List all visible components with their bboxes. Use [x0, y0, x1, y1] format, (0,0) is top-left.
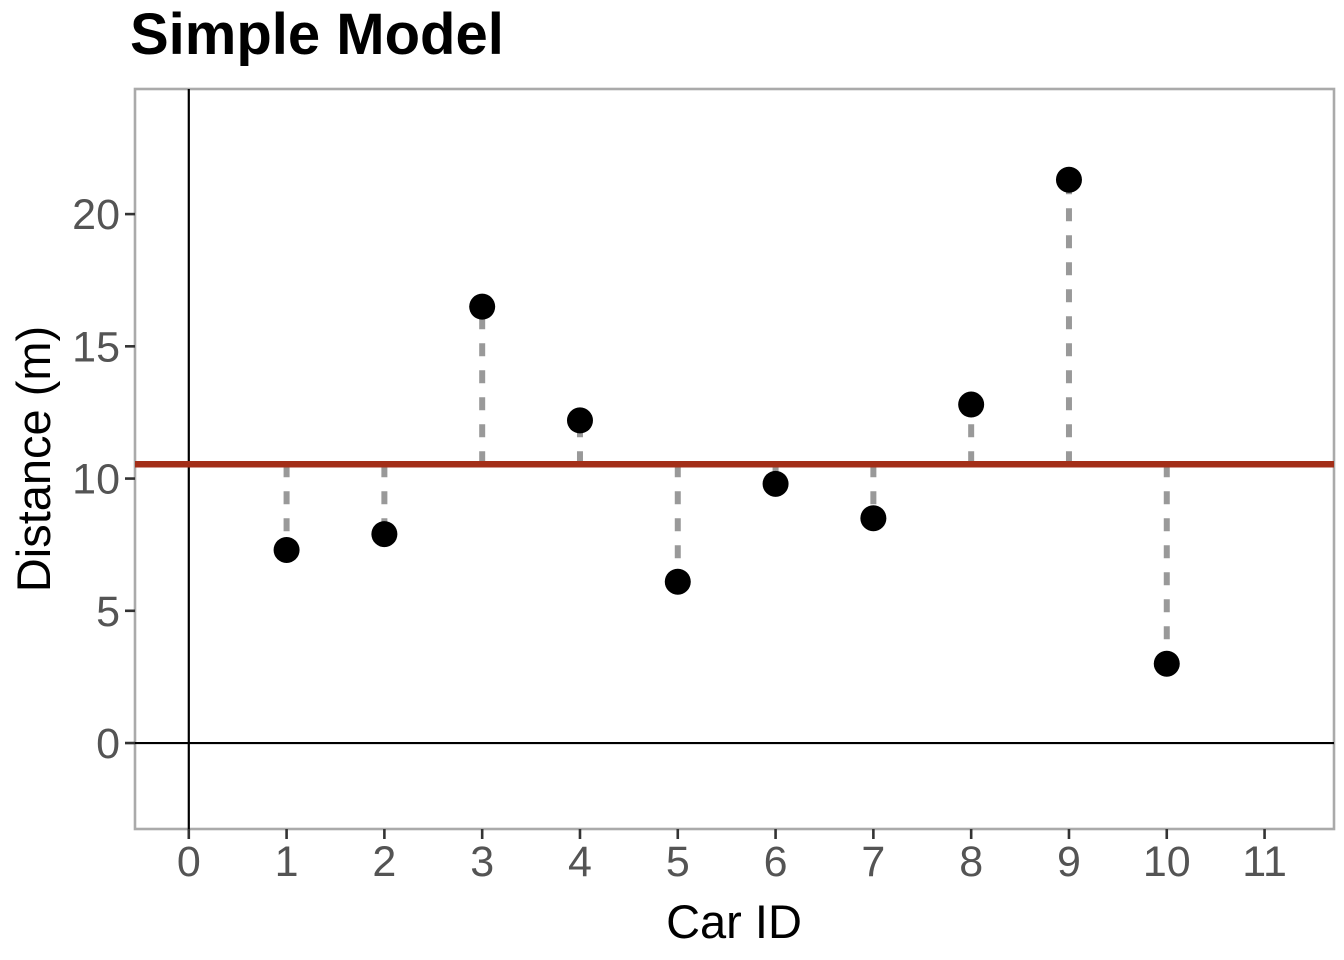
data-point-car-5: [664, 568, 691, 595]
data-point-car-8: [958, 391, 985, 418]
data-point-car-6: [762, 470, 789, 497]
x-tick-label-4: 4: [568, 838, 592, 886]
y-tick-label-20: 20: [72, 191, 120, 239]
x-tick-label-1: 1: [275, 838, 299, 886]
data-point-car-2: [371, 521, 398, 548]
x-tick-label-3: 3: [470, 838, 494, 886]
data-point-car-1: [273, 536, 300, 563]
panel-border: [133, 87, 1336, 831]
x-tick-label-2: 2: [372, 838, 396, 886]
y-tick-label-15: 15: [72, 323, 120, 371]
data-point-car-7: [860, 505, 887, 532]
x-tick-label-8: 8: [959, 838, 983, 886]
y-tick-label-0: 0: [96, 720, 120, 768]
chart-title: Simple Model: [130, 2, 504, 67]
x-tick-label-9: 9: [1057, 838, 1081, 886]
x-tick-label-0: 0: [177, 838, 201, 886]
y-tick-label-10: 10: [72, 456, 120, 504]
x-axis-label: Car ID: [666, 895, 802, 948]
data-point-car-3: [469, 293, 496, 320]
data-point-car-4: [566, 407, 593, 434]
data-point-car-10: [1153, 650, 1180, 677]
x-tick-label-6: 6: [764, 838, 788, 886]
x-tick-label-10: 10: [1143, 838, 1191, 886]
x-tick-label-11: 11: [1242, 838, 1287, 886]
x-tick-label-5: 5: [666, 838, 690, 886]
y-tick-label-5: 5: [96, 588, 120, 636]
data-point-car-9: [1055, 166, 1082, 193]
x-tick-label-7: 7: [861, 838, 885, 886]
y-axis-label: Distance (m): [7, 326, 60, 592]
